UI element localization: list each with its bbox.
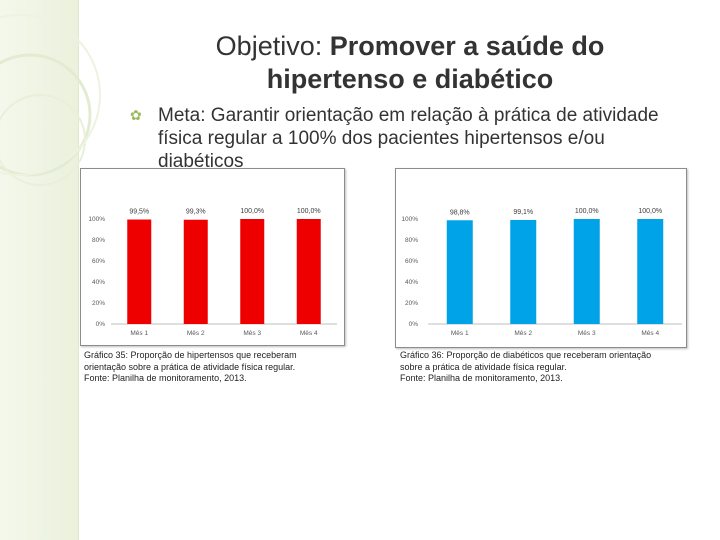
y-tick-label: 60% — [92, 258, 105, 265]
y-tick-label: 40% — [92, 279, 105, 286]
left-decorative-band — [0, 0, 79, 540]
slide-title: Objetivo: Promover a saúde do hipertenso… — [150, 30, 670, 96]
bullet-line-1: Meta: Garantir orientação em relação à p… — [158, 105, 659, 126]
category-label: Mês 4 — [641, 330, 659, 337]
y-tick-label: 0% — [409, 321, 419, 328]
category-label: Mês 1 — [130, 330, 148, 337]
bar — [637, 219, 664, 324]
category-label: Mês 1 — [451, 330, 469, 337]
caption-line-3: Fonte: Planilha de monitoramento, 2013. — [400, 373, 563, 383]
data-label: 100,0% — [575, 208, 599, 215]
category-label: Mês 2 — [187, 330, 205, 337]
bar — [240, 219, 265, 324]
chart-hipertensos-svg: 0% 20% 40% 60% 80% 100% 99,5% Mês 1 99,3% Mês 2 10… — [88, 208, 337, 337]
y-tick-label: 80% — [405, 237, 418, 244]
y-tick-label: 20% — [405, 300, 418, 307]
data-label: 100,0% — [297, 208, 321, 215]
chart-hipertensos: 0% 20% 40% 60% 80% 100% 99,5% Mês 1 99,3% Mês 2 10… — [80, 168, 345, 346]
title-bold-line-1: Promover a saúde do — [329, 31, 605, 61]
caption-line-2: sobre a prática de atividade física regu… — [400, 361, 567, 372]
data-label: 100,0% — [240, 208, 264, 215]
category-label: Mês 4 — [300, 330, 318, 337]
y-tick-label: 60% — [405, 258, 418, 265]
category-label: Mês 3 — [243, 330, 261, 337]
bullet-line-2: física regular a 100% dos pacientes hipe… — [158, 128, 605, 149]
caption-chart-35: Gráfico 35: Proporção de hipertensos que… — [84, 350, 354, 385]
y-tick-label: 40% — [405, 279, 418, 286]
y-tick-label: 100% — [88, 216, 105, 223]
bullet-icon: ✿ — [130, 107, 142, 123]
bar — [183, 219, 208, 324]
caption-line-1: Gráfico 35: Proporção de hipertensos que… — [84, 350, 297, 360]
caption-line-2: orientação sobre a prática de atividade … — [84, 361, 296, 372]
data-label: 99,1% — [513, 209, 533, 216]
bar — [573, 219, 600, 324]
y-tick-label: 100% — [401, 216, 418, 223]
category-label: Mês 3 — [578, 330, 596, 337]
y-tick-label: 80% — [92, 237, 105, 244]
caption-line-3: Fonte: Planilha de monitoramento, 2013. — [84, 373, 247, 383]
chart-diabeticos: 0% 20% 40% 60% 80% 100% 98,8% Mês 1 99,1% Mês 2 10… — [395, 168, 687, 348]
y-tick-label: 0% — [96, 321, 106, 328]
title-bold-line-2: hipertenso e diabético — [266, 64, 554, 94]
bullet-text: Meta: Garantir orientação em relação à p… — [158, 104, 698, 173]
chart-diabeticos-svg: 0% 20% 40% 60% 80% 100% 98,8% Mês 1 99,1% Mês 2 10… — [401, 208, 682, 337]
bar — [510, 219, 537, 324]
caption-line-1: Gráfico 36: Proporção de diabéticos que … — [400, 350, 652, 360]
data-label: 100,0% — [638, 208, 662, 215]
caption-chart-36: Gráfico 36: Proporção de diabéticos que … — [400, 350, 700, 385]
bullet-line-3: diabéticos — [158, 151, 244, 172]
title-lead: Objetivo: — [215, 31, 330, 61]
bar — [296, 219, 321, 324]
data-label: 99,5% — [129, 209, 149, 216]
bar — [446, 220, 473, 324]
data-label: 98,8% — [450, 209, 470, 216]
category-label: Mês 2 — [514, 330, 532, 337]
data-label: 99,3% — [186, 209, 206, 216]
decorative-circles — [0, 14, 101, 186]
bar — [127, 219, 152, 324]
y-tick-label: 20% — [92, 300, 105, 307]
